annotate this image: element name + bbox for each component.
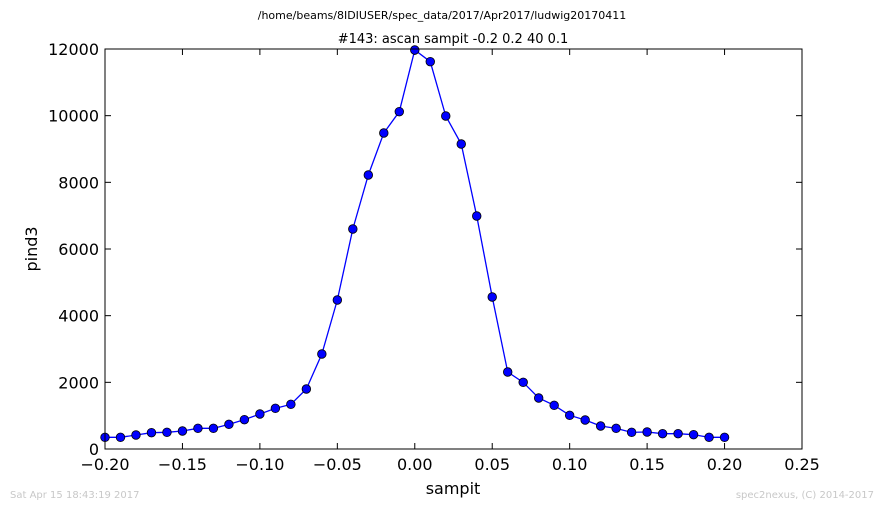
footer-credit: spec2nexus, (C) 2014-2017 <box>736 490 874 501</box>
data-point <box>131 430 141 440</box>
data-point <box>301 384 312 394</box>
x-tick-label: 0.05 <box>474 455 510 474</box>
data-point <box>611 423 621 434</box>
x-axis-label: sampit <box>426 479 481 498</box>
x-tick-label: 0.25 <box>784 455 820 474</box>
y-tick-label: 12000 <box>48 40 99 59</box>
data-point <box>115 432 126 443</box>
plot-area: −0.20 −0.15 −0.10 −0.05 0.00 0.05 0.10 0.15 0.20… <box>48 40 820 474</box>
y-tick-label: 6000 <box>58 240 99 259</box>
chart-title: #143: ascan sampit -0.2 0.2 40 0.1 <box>338 32 569 47</box>
data-point <box>704 432 714 443</box>
data-point <box>549 400 559 411</box>
data-point <box>595 421 606 431</box>
x-tick-label: −0.05 <box>313 455 362 474</box>
data-point <box>472 211 482 221</box>
y-tick-label: 4000 <box>58 307 99 326</box>
y-tick-label: 8000 <box>58 173 99 192</box>
footer-timestamp: Sat Apr 15 18:43:19 2017 <box>10 490 140 501</box>
series-line <box>105 48 725 438</box>
y-tick-label: 10000 <box>48 107 99 126</box>
data-point <box>580 415 590 425</box>
data-point <box>626 427 637 438</box>
data-point <box>456 139 466 149</box>
data-point <box>673 428 683 439</box>
data-point <box>487 292 497 302</box>
data-point <box>162 427 172 438</box>
data-point <box>688 429 699 440</box>
y-axis-label: pind3 <box>22 226 41 271</box>
x-tick-label: 0.15 <box>629 455 665 474</box>
data-point <box>564 410 575 421</box>
x-tick-label: −0.20 <box>80 455 129 474</box>
data-point <box>208 423 219 434</box>
data-point <box>441 111 451 121</box>
y-tick-label: 2000 <box>58 373 99 392</box>
data-point <box>363 170 374 180</box>
data-point <box>394 106 404 117</box>
data-point <box>224 419 234 430</box>
x-tick-label: −0.15 <box>158 455 207 474</box>
data-point <box>177 426 188 436</box>
data-point <box>503 367 513 377</box>
data-point <box>193 423 203 434</box>
data-point <box>270 403 281 414</box>
data-point <box>239 414 250 425</box>
suptitle: /home/beams/8IDIUSER/spec_data/2017/Apr2… <box>258 9 627 22</box>
data-point <box>410 45 420 55</box>
data-point <box>642 427 652 437</box>
data-point <box>317 349 327 359</box>
data-point <box>657 428 668 439</box>
y-tick-label: 0 <box>89 440 99 459</box>
data-point <box>332 295 343 305</box>
plot-frame <box>104 48 803 450</box>
data-point <box>719 432 730 443</box>
x-tick-label: 0.00 <box>397 455 433 474</box>
data-point <box>518 377 528 388</box>
data-point <box>255 409 265 419</box>
data-point <box>348 224 358 234</box>
x-tick-label: 0.20 <box>707 455 743 474</box>
data-point <box>533 393 544 403</box>
data-point <box>286 399 296 410</box>
data-point <box>146 427 157 438</box>
data-point <box>379 128 389 138</box>
data-point <box>425 56 435 67</box>
x-tick-label: −0.10 <box>235 455 284 474</box>
x-tick-label: 0.10 <box>552 455 588 474</box>
